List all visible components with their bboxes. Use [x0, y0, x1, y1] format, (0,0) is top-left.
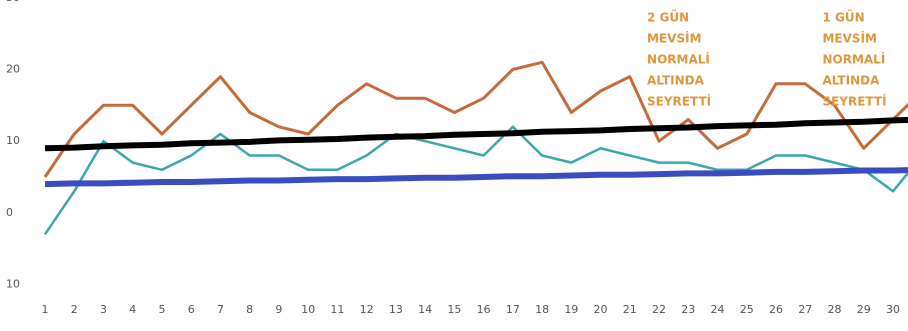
x-tick-label: 20	[594, 303, 608, 316]
x-tick-label: 15	[447, 303, 461, 316]
x-tick-label: 26	[769, 303, 783, 316]
series-line	[43, 60, 908, 178]
annotation: MEVSİM	[822, 31, 876, 46]
x-tick-label: 8	[246, 303, 253, 316]
series-line	[44, 167, 908, 188]
x-tick-label: 1	[42, 303, 49, 316]
annotation: ALTINDA	[822, 74, 880, 88]
y-tick-label: 20	[6, 62, 20, 75]
annotation: NORMALİ	[647, 52, 710, 67]
x-tick-label: 7	[217, 303, 224, 316]
x-tick-label: 9	[275, 303, 282, 316]
y-tick-label: 10	[6, 277, 20, 290]
x-tick-label: 6	[188, 303, 195, 316]
series-line	[43, 125, 908, 236]
annotation: MEVSİM	[647, 31, 701, 46]
x-tick-label: 27	[798, 303, 812, 316]
y-tick-label: 10	[6, 134, 20, 147]
series-line	[44, 116, 908, 152]
annotation: ALTINDA	[647, 74, 705, 88]
x-tick-label: 10	[301, 303, 315, 316]
x-tick-label: 13	[389, 303, 403, 316]
annotation: 1 GÜN	[822, 10, 864, 25]
x-tick-label: 11	[330, 303, 344, 316]
x-tick-label: 24	[711, 303, 725, 316]
x-tick-label: 16	[477, 303, 491, 316]
x-tick-label: 14	[418, 303, 432, 316]
x-tick-label: 2	[71, 303, 78, 316]
x-tick-label: 12	[360, 303, 374, 316]
x-tick-label: 4	[129, 303, 136, 316]
y-tick-label: 30	[6, 0, 20, 4]
x-tick-label: 19	[564, 303, 578, 316]
annotation: SEYRETTİ	[822, 94, 886, 109]
x-tick-label: 17	[506, 303, 520, 316]
x-tick-label: 5	[158, 303, 165, 316]
x-tick-label: 23	[681, 303, 695, 316]
x-tick-label: 21	[623, 303, 637, 316]
y-tick-label: 0	[6, 206, 13, 219]
x-tick-label: 25	[740, 303, 754, 316]
x-tick-label: 18	[535, 303, 549, 316]
x-tick-label: 30	[886, 303, 900, 316]
x-tick-label: 28	[827, 303, 841, 316]
annotation: NORMALİ	[822, 52, 885, 67]
x-tick-label: 22	[652, 303, 666, 316]
annotation: SEYRETTİ	[647, 94, 711, 109]
annotation: 2 GÜN	[647, 10, 689, 25]
x-tick-label: 3	[100, 303, 107, 316]
x-tick-label: 29	[857, 303, 871, 316]
